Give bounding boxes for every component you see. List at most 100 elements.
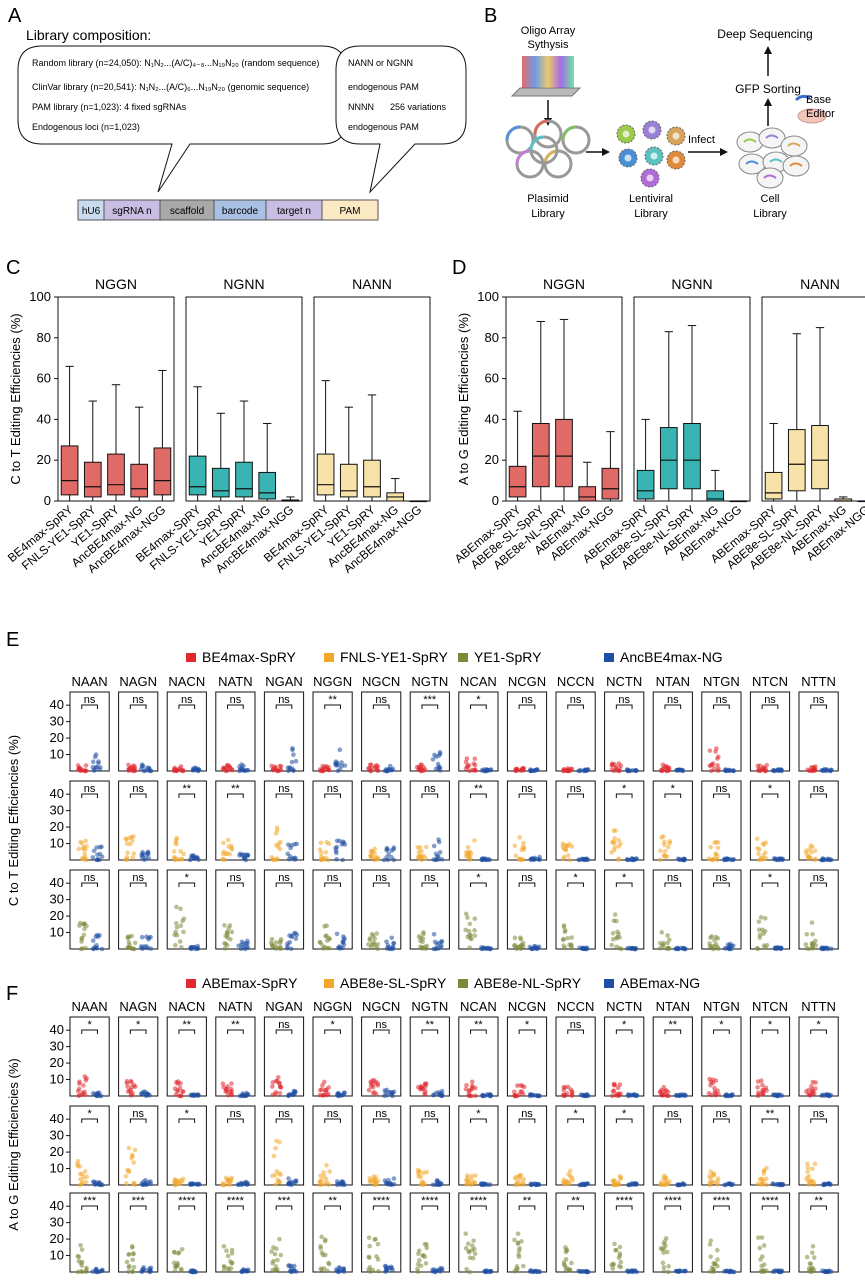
scatter-cell-NTAN: ** [652,1016,693,1099]
y-tick-label: 80 [485,330,499,345]
significance-label: * [768,1019,773,1031]
data-point-ABEmax-NG [335,1091,340,1097]
data-point-AncBE4max-NG [94,845,99,850]
data-point-ABEmax-SpRY [125,1084,130,1090]
data-point-FNLS-YE1-SpRY [521,840,526,846]
data-point-YE1-SpRY [178,923,184,929]
data-point-FNLS-YE1-SpRY [618,841,623,847]
data-point-ABE8e-NL-SpRY [707,1242,713,1247]
significance-bracket [372,704,390,709]
y-tick-label: 30 [50,803,64,818]
subpanel-NGNN: NGNNBE4max-SpRYFNLS-YE1-SpRYYE1-SpRYAncB… [133,276,303,576]
y-axis-label: A to G Editing Efficiencies (%) [456,313,471,485]
significance-bracket [372,1029,390,1034]
data-point-ABEmax-NG [236,1182,241,1188]
data-point-ABE8e-NL-SpRY [76,1254,82,1260]
plasmid-insert [561,125,577,141]
data-point-AncBE4max-NG [681,945,687,951]
significance-bracket [518,1205,536,1210]
data-point-ABE8e-NL-SpRY [715,1257,720,1262]
data-point-AncBE4max-NG [822,767,827,772]
pam-column-header: NTTN [801,674,836,689]
data-point-ABE8e-NL-SpRY [416,1248,422,1254]
cell-frame [652,1105,693,1186]
data-point-ABEmax-NG [631,1092,637,1098]
data-point-ABE8e-SL-SpRY [709,1180,715,1185]
scatter-cell-NAGN: ns [118,780,159,863]
data-point-YE1-SpRY [560,937,566,943]
significance-label: **** [713,1195,731,1207]
data-point-BE4max-SpRY [664,768,670,774]
data-point-ABE8e-NL-SpRY [464,1266,469,1272]
data-point-ABE8e-NL-SpRY [612,1241,617,1247]
data-point-ABE8e-SL-SpRY [81,1175,86,1180]
significance-label: **** [421,1195,439,1207]
scatter-cell-NCTN: * [604,869,645,952]
data-point-ABE8e-NL-SpRY [470,1255,476,1261]
data-point-ABE8e-NL-SpRY [130,1268,135,1274]
data-point-ABEmax-NG [728,1093,734,1098]
data-point-YE1-SpRY [472,928,477,933]
data-point-ABEmax-NG [677,1093,683,1098]
data-point-ABE8e-NL-SpRY [661,1250,666,1255]
data-point-ABEmax-SpRY [610,1088,616,1094]
data-point-FNLS-YE1-SpRY [174,837,179,843]
data-point-ABE8e-NL-SpRY [467,1269,472,1275]
cell-shape [780,135,808,157]
data-point-ABE8e-NL-SpRY [367,1264,373,1270]
data-point-AncBE4max-NG [334,856,339,862]
data-point-ABEmax-NG [191,1181,196,1187]
significance-label: ** [183,783,192,795]
scatter-cell-NGAN: ns [263,1016,305,1099]
significance-bracket [227,882,244,887]
data-point-ABE8e-NL-SpRY [126,1252,131,1257]
data-point-ABE8e-SL-SpRY [373,1182,379,1188]
data-point-ABE8e-SL-SpRY [663,1176,668,1181]
data-point-AncBE4max-NG [529,946,535,952]
data-point-AncBE4max-NG [293,758,299,764]
significance-bracket [324,882,341,887]
cell-frame [652,780,693,861]
data-point-FNLS-YE1-SpRY [762,850,768,855]
data-point-AncBE4max-NG [287,765,292,770]
data-point-YE1-SpRY [809,920,815,925]
cell-library-icon [736,127,810,189]
data-point-AncBE4max-NG [675,946,681,951]
panel-b: B Oligo Array Sythysis Oligo Array Sythy… [484,5,835,231]
significance-bracket [567,1029,584,1034]
significance-label: ns [813,694,825,706]
cell-frame [458,869,499,950]
legend-swatch [324,979,334,988]
significance-label: ns [667,872,679,884]
data-point-AncBE4max-NG [241,856,247,862]
box-iqr [235,461,253,498]
data-point-AncBE4max-NG [337,747,343,753]
data-point-YE1-SpRY [661,940,667,946]
data-point-AncBE4max-NG [289,934,295,940]
cell-frame [604,780,645,861]
significance-bracket [324,793,341,798]
data-point-FNLS-YE1-SpRY [465,844,471,850]
data-point-FNLS-YE1-SpRY [82,851,87,857]
data-point-AncBE4max-NG [95,857,101,862]
data-point-AncBE4max-NG [437,849,443,855]
significance-label: ** [231,783,240,795]
scatter-cell-NATN: ns [215,869,256,952]
data-point-ABEmax-NG [242,1268,247,1273]
data-point-YE1-SpRY [756,919,762,924]
data-point-YE1-SpRY [126,934,132,940]
data-point-ABE8e-NL-SpRY [666,1269,671,1275]
data-point-YE1-SpRY [223,941,228,947]
data-point-ABE8e-NL-SpRY [417,1258,422,1263]
box-iqr [339,463,358,498]
data-point-ABE8e-NL-SpRY [759,1263,764,1269]
legend-swatch [186,979,196,988]
cell-frame [555,869,596,950]
significance-bracket [615,793,633,798]
data-point-ABEmax-SpRY [806,1091,811,1097]
data-point-FNLS-YE1-SpRY [757,846,762,852]
data-point-YE1-SpRY [569,945,575,951]
significance-label: * [719,1019,724,1031]
data-point-YE1-SpRY [614,944,619,950]
data-point-ABE8e-NL-SpRY [715,1247,720,1253]
